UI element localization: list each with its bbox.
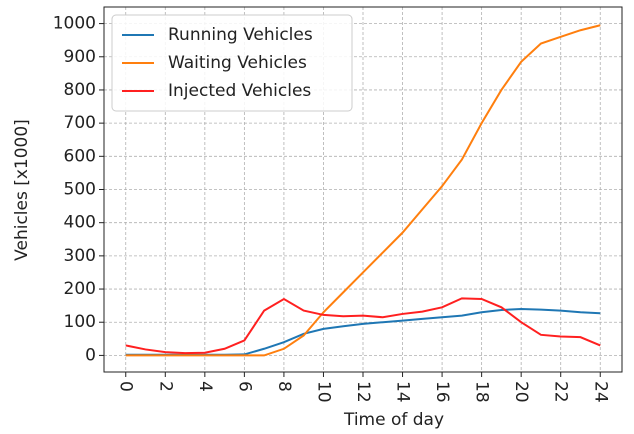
y-tick-label: 100	[64, 312, 96, 332]
x-tick-label: 0	[116, 381, 136, 392]
x-axis-label: Time of day	[343, 410, 444, 430]
y-tick-label: 500	[64, 180, 96, 200]
y-tick-label: 1000	[53, 14, 96, 34]
plot-frame	[103, 6, 623, 373]
y-tick-label: 700	[64, 113, 96, 133]
y-axis-label: Vehicles [x1000]	[12, 119, 32, 261]
legend-label: Injected Vehicles	[168, 81, 311, 101]
y-tick-label: 900	[64, 47, 96, 67]
y-tick-label: 600	[64, 146, 96, 166]
line	[125, 24, 601, 357]
y-tick-label: 0	[85, 345, 96, 365]
x-tick-label: 20	[511, 381, 531, 403]
x-tick-label: 14	[393, 381, 413, 403]
x-tick-label: 2	[155, 381, 175, 392]
x-tick-label: 16	[432, 381, 452, 403]
y-tick-label: 800	[64, 80, 96, 100]
legend-label: Running Vehicles	[168, 25, 313, 45]
x-tick-label: 8	[274, 381, 294, 392]
x-tick-label: 4	[195, 381, 215, 392]
x-tick-label: 10	[313, 381, 333, 403]
x-tick-label: 6	[234, 381, 254, 392]
line	[125, 297, 601, 355]
x-tick-label: 12	[353, 381, 373, 403]
x-tick-label: 24	[590, 381, 610, 403]
y-tick-label: 300	[64, 246, 96, 266]
legend-label: Waiting Vehicles	[168, 53, 307, 73]
legend: Running Vehicles Waiting Vehicles Injected…	[111, 14, 353, 112]
legend-box	[111, 14, 353, 112]
y-tick-label: 200	[64, 279, 96, 299]
y-tick-label: 400	[64, 213, 96, 233]
x-tick-label: 18	[472, 381, 492, 403]
x-tick-label: 22	[551, 381, 571, 403]
